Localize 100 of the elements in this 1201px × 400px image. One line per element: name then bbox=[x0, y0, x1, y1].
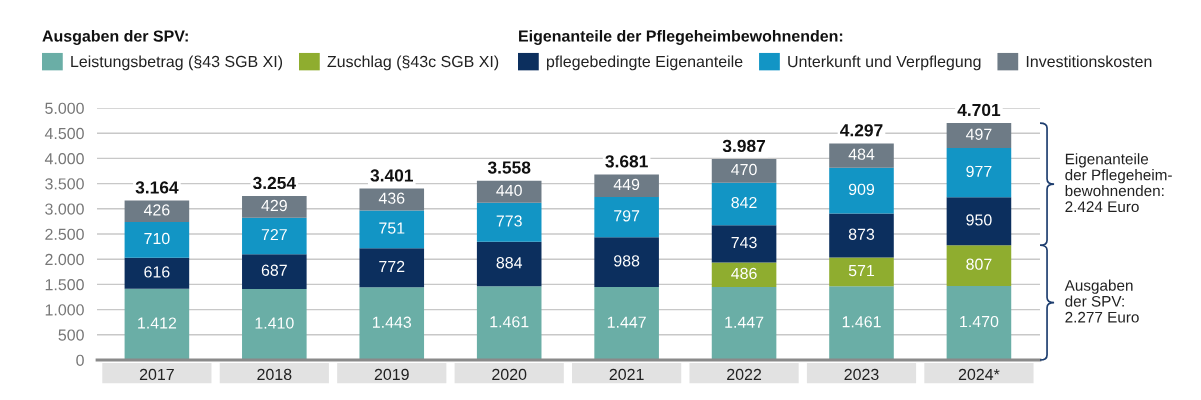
data-label: 616 bbox=[144, 266, 170, 278]
x-tick-label: 2024* bbox=[958, 368, 1000, 381]
bar bbox=[124, 200, 190, 222]
x-tick-label: 2021 bbox=[609, 368, 644, 381]
bar bbox=[946, 245, 1012, 286]
bar bbox=[711, 159, 777, 183]
data-label: 1.447 bbox=[607, 316, 646, 328]
bar bbox=[359, 188, 425, 211]
data-label: 772 bbox=[379, 260, 405, 272]
total-label: 3.164 bbox=[135, 181, 179, 194]
bar bbox=[711, 225, 777, 263]
data-label: 470 bbox=[731, 163, 757, 176]
x-tick-label: 2020 bbox=[492, 368, 527, 381]
total-label: 3.254 bbox=[253, 176, 296, 190]
y-tick-label: 2.500 bbox=[45, 228, 84, 240]
y-tick-label: 4.500 bbox=[44, 127, 84, 140]
data-label: 484 bbox=[848, 148, 875, 160]
bar bbox=[946, 197, 1012, 246]
bar bbox=[829, 143, 894, 168]
x-tick-label: 2022 bbox=[727, 368, 762, 381]
data-label: 426 bbox=[143, 204, 170, 216]
total-label: 4.297 bbox=[840, 124, 883, 137]
x-tick-label: 2017 bbox=[139, 368, 174, 381]
y-tick-label: 4.000 bbox=[44, 153, 84, 165]
total-label: 3.558 bbox=[487, 161, 531, 174]
data-label: 884 bbox=[496, 257, 523, 269]
data-label: 909 bbox=[848, 183, 875, 195]
data-label: 1.443 bbox=[373, 316, 412, 328]
data-label: 950 bbox=[966, 214, 992, 226]
bar bbox=[829, 213, 894, 258]
y-tick-label: 5.000 bbox=[45, 102, 84, 114]
bar bbox=[711, 182, 777, 226]
bar bbox=[359, 287, 425, 360]
data-label: 687 bbox=[261, 264, 287, 276]
legend-label: Zuschlag (§43c SGB XI) bbox=[327, 55, 499, 71]
bar bbox=[946, 285, 1012, 360]
bar bbox=[476, 286, 542, 360]
bar bbox=[594, 174, 659, 198]
data-label: 773 bbox=[496, 215, 522, 227]
data-label: 436 bbox=[378, 192, 405, 204]
bar bbox=[242, 217, 307, 255]
total-label: 3.681 bbox=[605, 155, 648, 168]
y-tick-label: 2.000 bbox=[45, 253, 84, 266]
bar bbox=[359, 248, 425, 288]
data-label: 977 bbox=[966, 165, 992, 178]
legend-label: pflegebedingte Eigenanteile bbox=[546, 55, 743, 71]
y-tick-label: 0 bbox=[76, 354, 84, 366]
legend-label: Investitionskosten bbox=[1026, 55, 1152, 68]
text: Ausgaben der SPV: 2.277 Euro bbox=[1064, 279, 1139, 323]
data-label: 842 bbox=[731, 196, 757, 209]
total-label: 3.987 bbox=[722, 139, 766, 153]
bar bbox=[594, 237, 659, 288]
bar bbox=[359, 210, 425, 249]
data-label: 873 bbox=[848, 228, 875, 240]
bar bbox=[242, 196, 307, 218]
data-label: 449 bbox=[613, 178, 640, 191]
bar bbox=[124, 222, 190, 258]
data-label: 1.412 bbox=[138, 317, 177, 329]
text: Ausgaben der SPV: bbox=[42, 30, 188, 45]
bar bbox=[711, 262, 777, 288]
x-tick-label: 2023 bbox=[844, 368, 879, 381]
data-label: 797 bbox=[614, 210, 640, 222]
bar bbox=[829, 286, 894, 360]
data-label: 497 bbox=[965, 128, 992, 140]
data-label: 1.410 bbox=[255, 317, 294, 329]
bar bbox=[711, 287, 777, 360]
legend-label: Leistungsbetrag (§43 SGB XI) bbox=[71, 55, 283, 71]
bar bbox=[829, 167, 894, 214]
bar bbox=[476, 202, 542, 242]
y-tick-label: 1.000 bbox=[45, 304, 84, 316]
total-label: 3.401 bbox=[370, 169, 413, 182]
bar bbox=[829, 257, 894, 287]
data-label: 1.470 bbox=[960, 315, 999, 328]
bar bbox=[946, 148, 1012, 198]
data-label: 1.461 bbox=[842, 316, 881, 328]
data-label: 1.461 bbox=[490, 316, 529, 328]
data-label: 571 bbox=[848, 265, 875, 277]
y-tick-label: 3.500 bbox=[45, 178, 84, 190]
y-tick-label: 3.000 bbox=[45, 203, 84, 215]
bar bbox=[946, 123, 1012, 149]
bar bbox=[124, 257, 190, 289]
data-label: 727 bbox=[261, 228, 287, 241]
legend-label: Unterkunft und Verpflegung bbox=[788, 55, 981, 71]
data-label: 743 bbox=[731, 236, 757, 249]
data-label: 486 bbox=[731, 267, 757, 280]
x-tick-label: 2018 bbox=[257, 368, 292, 381]
x-tick-label: 2019 bbox=[374, 368, 409, 381]
bar bbox=[242, 254, 307, 289]
data-label: 710 bbox=[144, 232, 170, 245]
bar bbox=[124, 288, 190, 360]
bar bbox=[594, 197, 659, 238]
data-label: 1.447 bbox=[725, 316, 764, 328]
total-label: 4.701 bbox=[957, 103, 1001, 117]
y-tick-label: 1.500 bbox=[45, 279, 84, 291]
data-label: 440 bbox=[496, 184, 522, 197]
data-label: 807 bbox=[966, 258, 992, 270]
data-label: 988 bbox=[614, 255, 640, 267]
bar bbox=[242, 288, 307, 360]
bar bbox=[594, 287, 659, 360]
text: Eigenanteile der Pflegeheim- bewohnenden: 2.424 Euro bbox=[1065, 153, 1172, 213]
